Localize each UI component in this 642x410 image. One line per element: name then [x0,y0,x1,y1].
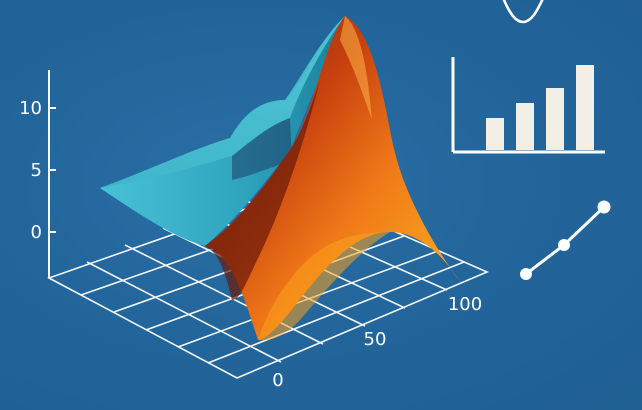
z-axis-tick-label: 0 [31,222,42,243]
z-axis-tick-label: 10 [19,98,42,119]
bar-chart-icon [451,57,605,154]
surface-plot-icon [100,16,460,341]
floor-axis-tick-label: 100 [448,294,482,315]
z-axis-tick-label: 5 [31,160,42,181]
floor-axis-tick-label: 0 [272,370,283,391]
line-chart-icon [520,200,611,280]
floor-axis: 0 50 100 [272,294,482,391]
sine-wave-icon [502,0,544,24]
z-axis: 10 5 0 [19,70,56,278]
floor-axis-tick-label: 50 [364,329,387,350]
